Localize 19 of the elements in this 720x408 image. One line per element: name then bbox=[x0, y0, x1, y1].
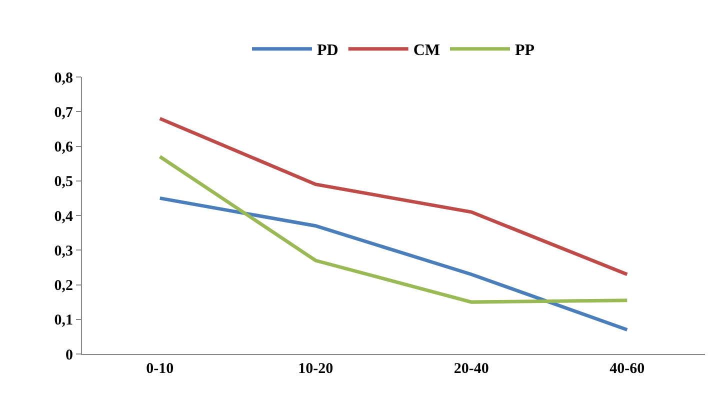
legend-label: PD bbox=[317, 42, 338, 60]
x-tick-label: 0-10 bbox=[146, 361, 174, 377]
y-tick-label: 0,3 bbox=[54, 243, 73, 260]
legend-label: CM bbox=[413, 42, 440, 60]
y-tick-label: 0,2 bbox=[54, 278, 73, 294]
y-tick-label: 0,1 bbox=[54, 312, 73, 329]
x-tick-label: 20-40 bbox=[454, 361, 489, 377]
y-tick-label: 0,8 bbox=[54, 70, 73, 86]
line-series bbox=[158, 154, 629, 304]
y-tick-label: 0,6 bbox=[54, 140, 74, 156]
line-series bbox=[158, 116, 629, 276]
y-tick-label: 0 bbox=[66, 347, 73, 364]
x-tick-label: 40-60 bbox=[610, 361, 645, 377]
y-tick-label: 0,5 bbox=[54, 174, 73, 190]
x-tick-label: 10-20 bbox=[298, 361, 334, 377]
y-tick-label: 0,4 bbox=[54, 208, 74, 225]
legend-label: PP bbox=[514, 42, 535, 60]
y-tick-label: 0,7 bbox=[54, 104, 74, 121]
line-series bbox=[158, 196, 629, 332]
